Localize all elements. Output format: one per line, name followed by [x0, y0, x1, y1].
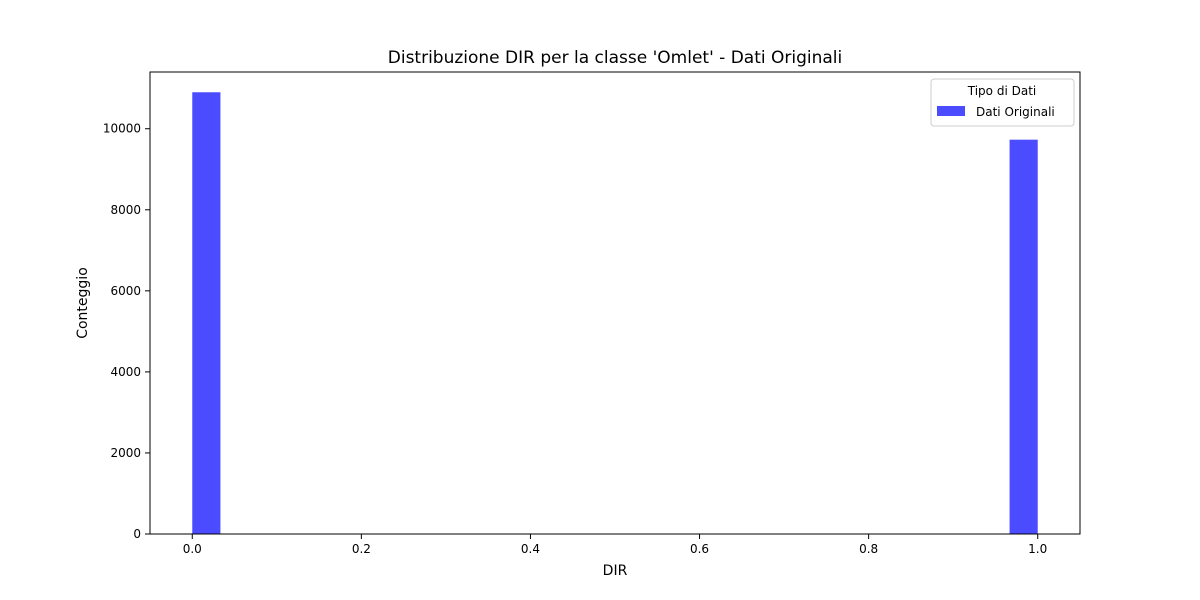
- legend: Tipo di Dati Dati Originali: [930, 78, 1075, 127]
- legend-box: [930, 78, 1075, 127]
- plot-frame: [149, 71, 1081, 535]
- x-tick-label: 0.4: [521, 542, 540, 556]
- legend-entry-label: Dati Originali: [976, 105, 1055, 119]
- x-tick-label: 0.6: [690, 542, 709, 556]
- y-tick-label: 4000: [110, 365, 141, 379]
- bars-group: [192, 92, 1038, 535]
- chart-title: Distribuzione DIR per la classe 'Omlet' …: [388, 48, 843, 68]
- y-tick-label: 6000: [110, 284, 141, 298]
- y-tick-label: 2000: [110, 446, 141, 460]
- x-tick-label: 0.2: [352, 542, 371, 556]
- bar-1: [1009, 139, 1038, 534]
- legend-swatch: [937, 106, 965, 116]
- x-tick-label: 1.0: [1028, 542, 1047, 556]
- y-axis-label: Conteggio: [75, 267, 91, 339]
- y-axis-ticks: 0 2000 4000 6000 8000 10000: [103, 122, 150, 541]
- bar-0: [192, 92, 221, 535]
- x-axis-label: DIR: [603, 563, 628, 579]
- y-tick-label: 0: [133, 527, 141, 541]
- x-tick-label: 0.8: [859, 542, 878, 556]
- legend-title: Tipo di Dati: [967, 84, 1036, 98]
- x-tick-label: 0.0: [183, 542, 202, 556]
- x-axis-ticks: 0.0 0.2 0.4 0.6 0.8 1.0: [183, 534, 1047, 556]
- y-tick-label: 10000: [103, 122, 141, 136]
- y-tick-label: 8000: [110, 203, 141, 217]
